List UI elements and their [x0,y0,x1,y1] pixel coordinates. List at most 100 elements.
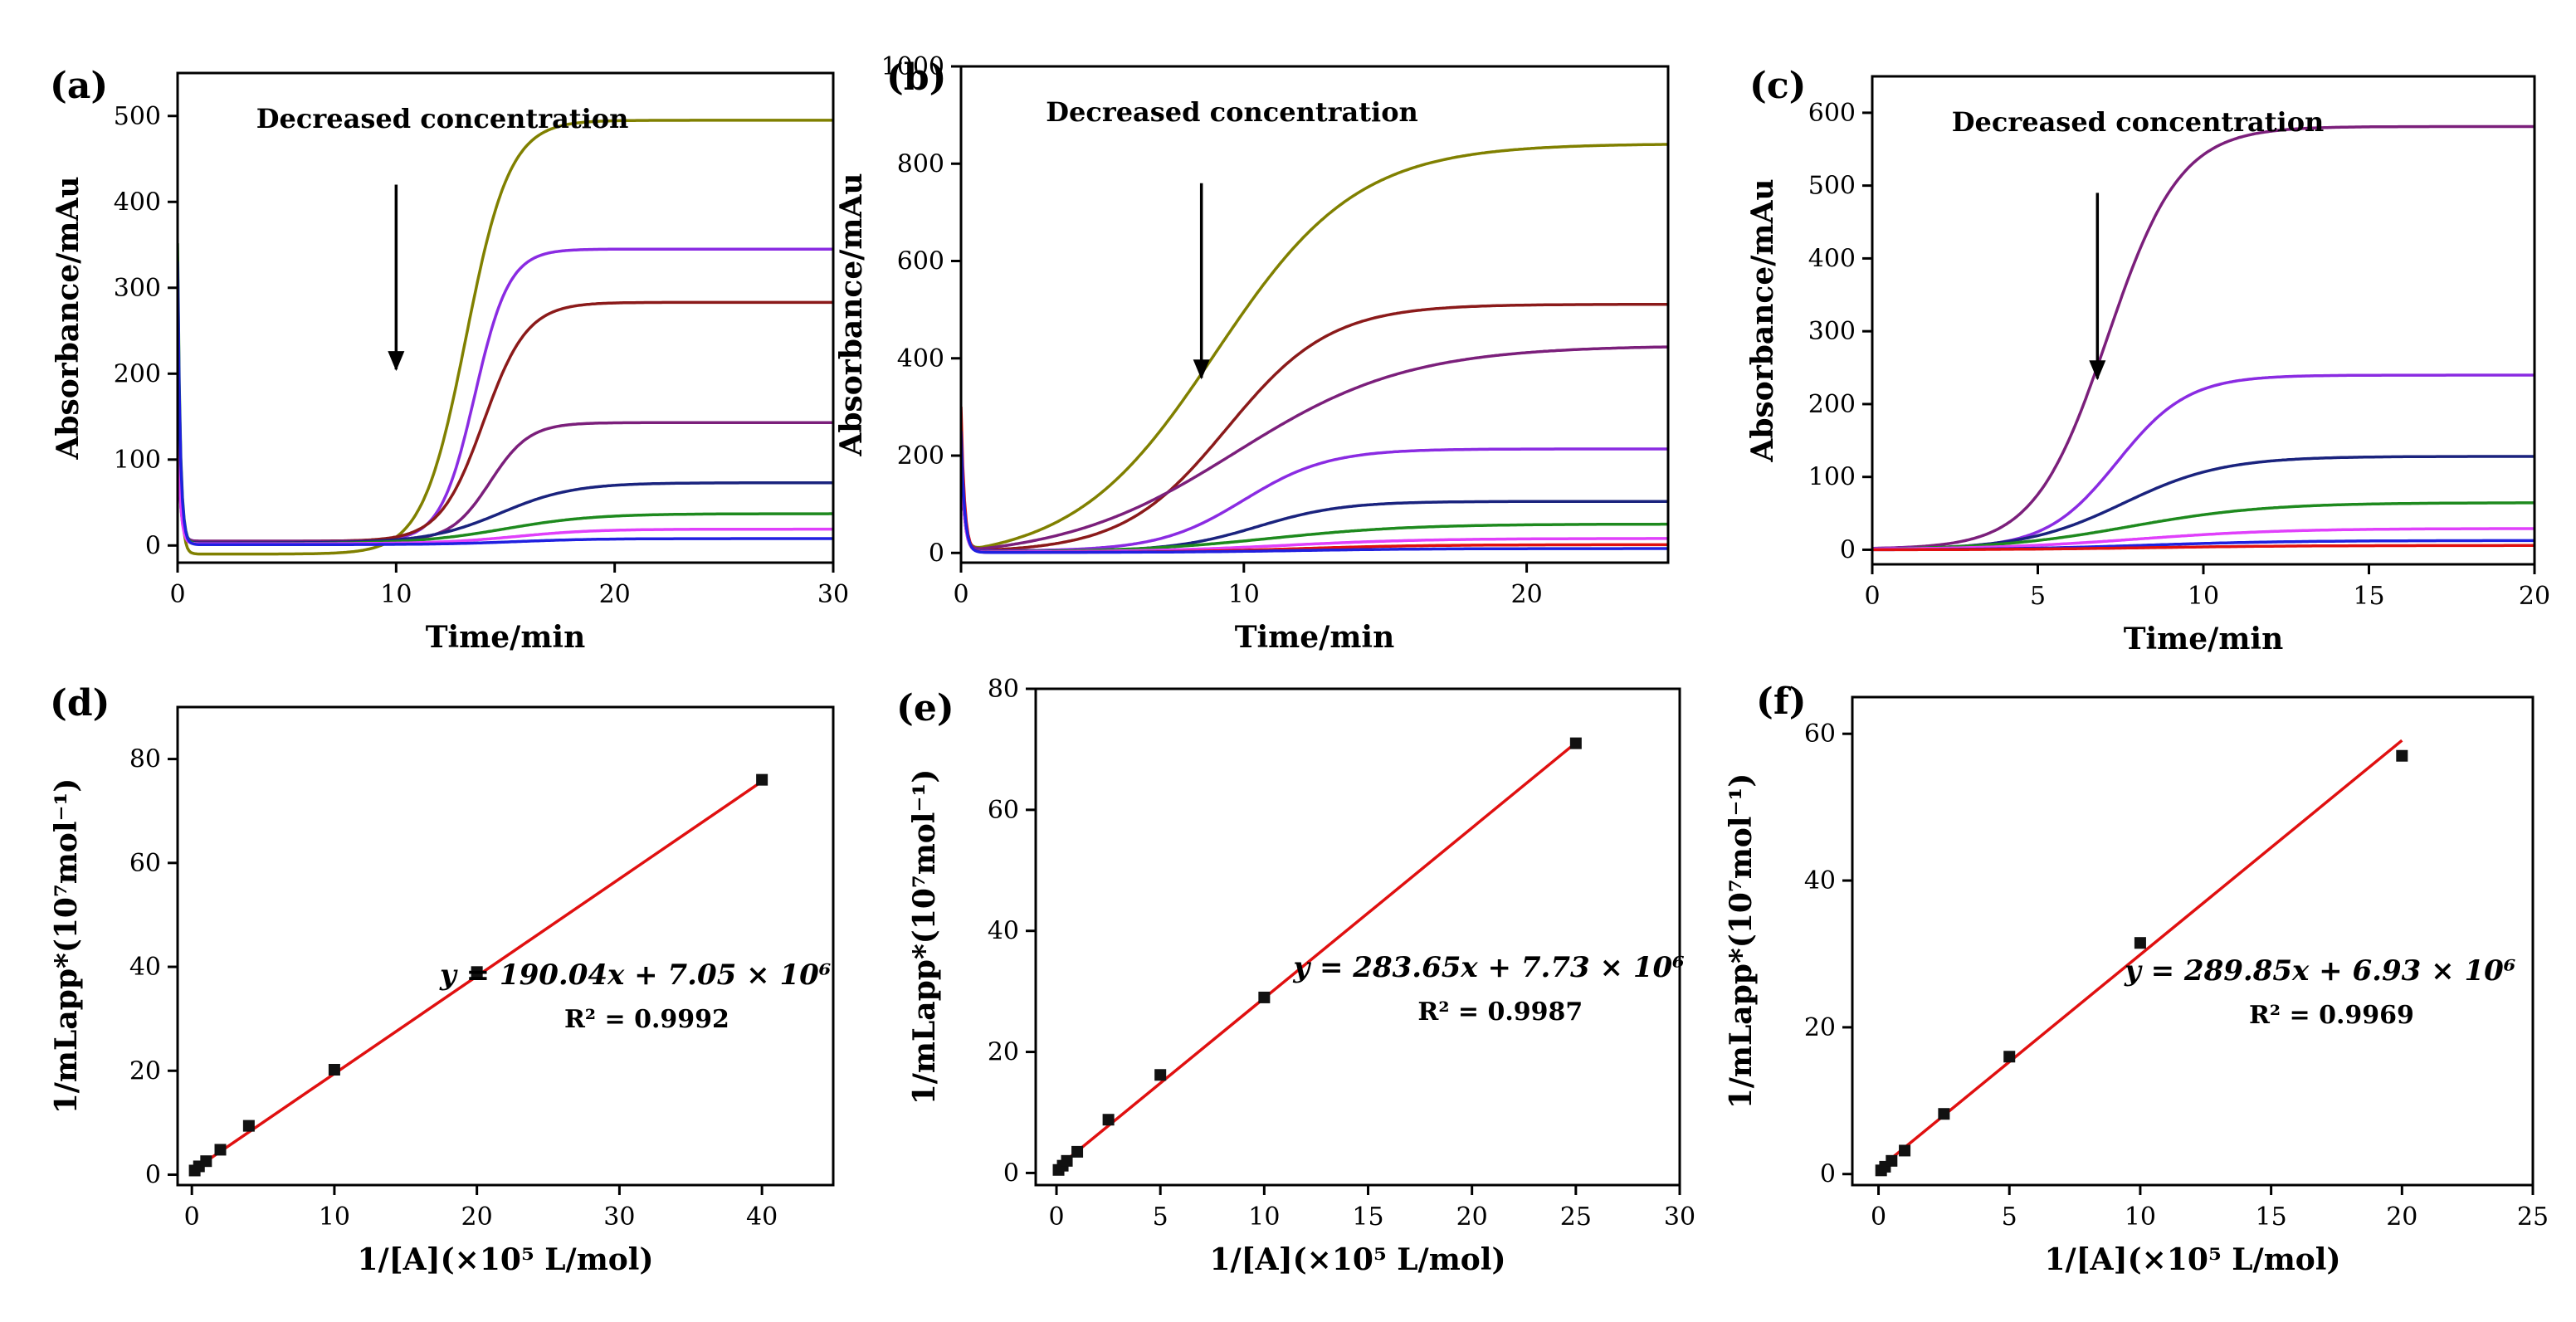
data-point [328,1064,340,1076]
arrow-head [388,351,405,372]
x-tick-label: 10 [380,580,412,609]
series-line-navy [961,454,1668,554]
r-squared-label: R² = 0.9987 [1417,998,1583,1027]
annotation-text: Decreased concentration [1952,106,2325,138]
series-line-purple [1872,124,2535,550]
data-point [2003,1051,2016,1063]
y-tick-label: 400 [114,188,161,217]
y-tick-label: 200 [897,441,944,471]
series-line-magenta [178,415,833,545]
series-line-purple [178,421,833,543]
x-tick-label: 0 [184,1202,200,1232]
plot-frame-b [959,65,1670,564]
series-line-olive [961,143,1668,549]
x-tick-label: 5 [2030,582,2046,611]
series-line-olive [178,119,833,556]
series-line-navy [178,371,833,544]
r-squared-label: R² = 0.9992 [564,1005,729,1034]
y-tick-label: 100 [114,446,161,475]
x-tick-label: 0 [1864,582,1880,611]
series-line-green [961,454,1668,554]
data-point [1102,1114,1115,1126]
data-point [1258,991,1271,1003]
series-line-violet [178,247,833,543]
fit-line [1877,739,2403,1170]
series-line-red [961,406,1668,554]
plot-frame-a [176,71,835,564]
y-tick-label: 500 [114,102,161,131]
y-tick-label: 800 [897,149,944,178]
series-group [1872,124,2535,552]
x-tick-label: 10 [2125,1202,2156,1232]
y-tick-label: 60 [129,849,161,878]
series-line-magenta [1872,527,2535,551]
data-point [1071,1145,1084,1158]
x-tick-label: 30 [817,580,849,609]
x-tick-label: 0 [1048,1202,1064,1232]
data-point [214,1144,227,1156]
x-tick-label: 25 [2517,1202,2549,1232]
series-group [961,143,1668,554]
data-point [1886,1154,1898,1167]
data-point [756,773,768,786]
series-line-maroon [961,303,1668,552]
series-group [178,119,833,556]
x-tick-label: 10 [1228,580,1260,609]
y-tick-label: 20 [129,1056,161,1085]
x-axis-label: 1/[A](×10⁵ L/mol) [357,1242,653,1277]
x-tick-label: 0 [953,580,968,609]
y-tick-label: 300 [1808,317,1856,346]
y-axis-label: 1/mLapp*(10⁷mol⁻¹) [1724,773,1759,1110]
y-tick-label: 300 [114,274,161,303]
series-line-violet [1872,373,2535,550]
y-axis-label: 1/mLapp*(10⁷mol⁻¹) [907,769,942,1105]
fit-equation: y = 283.65x + 7.73 × 10⁶ [1292,951,1685,984]
chart-panel-f: y = 289.85x + 6.93 × 10⁶ R² = 0.9969 0 5 10 1… [1724,681,2549,1277]
series-line-purple [961,345,1668,550]
plot-frame-d [176,705,835,1187]
data-point [1569,737,1582,749]
x-tick-label: 30 [1664,1202,1695,1232]
x-axis-label: Time/min [2124,622,2284,656]
panel-label-f: (f) [1756,681,1807,723]
y-tick-label: 0 [145,1160,161,1189]
x-tick-label: 10 [1248,1202,1280,1232]
x-tick-label: 15 [2256,1202,2287,1232]
annotation-text: Decreased concentration [256,103,629,134]
x-tick-label: 10 [2188,582,2219,611]
fit-line [1055,741,1577,1170]
data-point [1154,1069,1167,1081]
fit-equation: y = 289.85x + 6.93 × 10⁶ [2124,954,2516,988]
plot-frame-e [1034,687,1681,1187]
y-tick-label: 100 [1808,463,1856,492]
fit-equation: y = 190.04x + 7.05 × 10⁶ [439,959,832,992]
y-tick-label: 600 [1808,99,1856,128]
x-tick-label: 40 [746,1202,778,1232]
r-squared-label: R² = 0.9969 [2249,1001,2414,1030]
x-axis-label: Time/min [1235,620,1395,655]
y-tick-label: 400 [1808,244,1856,273]
y-axis-label: 1/mLapp*(10⁷mol⁻¹) [49,778,84,1115]
panel-label-e: (e) [896,687,954,729]
x-tick-label: 30 [603,1202,635,1232]
y-tick-label: 1000 [881,52,944,81]
y-tick-label: 80 [988,675,1019,704]
series-line-blue [178,261,833,547]
y-tick-label: 0 [1820,1160,1836,1189]
arrow-head [2089,360,2106,381]
x-tick-label: 15 [1352,1202,1383,1232]
y-tick-label: 60 [1804,720,1836,749]
x-tick-label: 20 [2519,582,2550,611]
y-tick-label: 200 [114,359,161,388]
data-point [242,1120,255,1132]
plot-frame-f [1851,695,2535,1187]
chart-panel-e: y = 283.65x + 7.73 × 10⁶ R² = 0.9987 0 5 10 1… [896,675,1695,1277]
data-point [1899,1144,1911,1157]
y-tick-label: 0 [929,539,944,568]
x-axis-label: Time/min [426,620,586,655]
data-point [1938,1108,1950,1120]
series-line-blue [961,431,1668,554]
y-tick-label: 60 [988,796,1019,825]
